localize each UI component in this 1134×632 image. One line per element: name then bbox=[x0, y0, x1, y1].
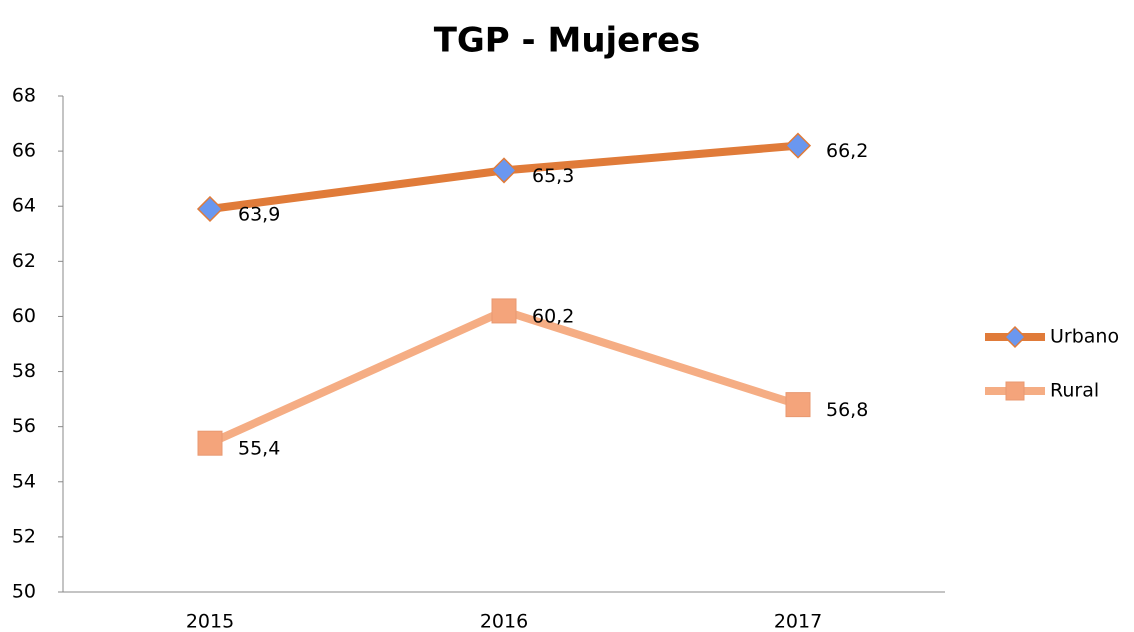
y-tick-label: 52 bbox=[12, 525, 36, 547]
y-tick-label: 54 bbox=[12, 470, 36, 492]
data-label: 55,4 bbox=[238, 438, 280, 460]
y-tick-label: 64 bbox=[12, 195, 36, 217]
data-label: 66,2 bbox=[826, 140, 868, 162]
legend-label: Rural bbox=[1050, 380, 1099, 402]
y-tick-label: 68 bbox=[12, 85, 36, 107]
y-tick-label: 50 bbox=[12, 581, 36, 603]
data-point bbox=[197, 430, 223, 456]
legend-marker bbox=[1003, 325, 1027, 349]
x-tick-label: 2016 bbox=[480, 611, 528, 632]
x-tick-label: 2017 bbox=[774, 611, 822, 632]
y-tick-label: 58 bbox=[12, 360, 36, 382]
x-tick-label: 2015 bbox=[186, 611, 234, 632]
data-point bbox=[785, 392, 811, 418]
data-label: 56,8 bbox=[826, 399, 868, 421]
y-tick-label: 66 bbox=[12, 140, 36, 162]
chart-title: TGP - Mujeres bbox=[434, 21, 701, 61]
y-tick-label: 60 bbox=[12, 305, 36, 327]
series-line bbox=[208, 306, 800, 447]
y-tick-label: 62 bbox=[12, 250, 36, 272]
data-label: 63,9 bbox=[238, 203, 280, 225]
data-label: 60,2 bbox=[532, 305, 574, 327]
y-tick-label: 56 bbox=[12, 415, 36, 437]
data-point bbox=[490, 157, 518, 184]
data-label: 65,3 bbox=[532, 165, 574, 187]
data-point bbox=[196, 195, 224, 223]
data-point bbox=[784, 132, 812, 159]
legend-marker bbox=[1005, 381, 1025, 401]
legend-label: Urbano bbox=[1050, 326, 1119, 348]
data-point bbox=[491, 298, 517, 324]
